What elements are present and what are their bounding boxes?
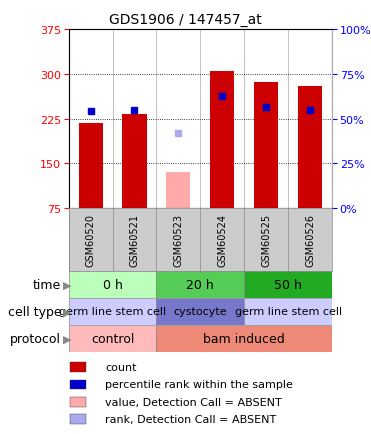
Bar — [69, 298, 157, 325]
Bar — [70, 397, 86, 407]
Bar — [210, 72, 234, 208]
Text: 0 h: 0 h — [103, 278, 122, 291]
Text: ▶: ▶ — [63, 334, 71, 343]
Bar — [69, 271, 157, 298]
Text: cystocyte: cystocyte — [174, 307, 227, 316]
Text: rank, Detection Call = ABSENT: rank, Detection Call = ABSENT — [105, 414, 276, 424]
Bar — [79, 124, 103, 208]
Bar — [69, 325, 157, 352]
Text: GSM60524: GSM60524 — [217, 214, 227, 266]
Text: GSM60521: GSM60521 — [129, 214, 139, 266]
Text: count: count — [105, 362, 137, 372]
Text: control: control — [91, 332, 134, 345]
Text: 50 h: 50 h — [274, 278, 302, 291]
Bar — [122, 115, 147, 208]
Text: bam induced: bam induced — [203, 332, 285, 345]
Text: GSM60520: GSM60520 — [86, 214, 96, 266]
Bar — [70, 362, 86, 372]
Text: GSM60523: GSM60523 — [173, 214, 183, 266]
Bar — [157, 298, 244, 325]
Text: percentile rank within the sample: percentile rank within the sample — [105, 380, 293, 389]
Bar — [244, 271, 332, 298]
Bar — [298, 87, 322, 208]
Bar — [244, 298, 332, 325]
Text: ▶: ▶ — [63, 307, 71, 316]
Text: time: time — [33, 278, 61, 291]
Text: GSM60526: GSM60526 — [305, 214, 315, 266]
Text: value, Detection Call = ABSENT: value, Detection Call = ABSENT — [105, 397, 282, 407]
Bar — [157, 271, 244, 298]
Text: germ line stem cell: germ line stem cell — [59, 307, 166, 316]
Bar — [157, 325, 332, 352]
Bar — [166, 173, 190, 208]
Text: 20 h: 20 h — [187, 278, 214, 291]
Bar — [70, 414, 86, 424]
Bar — [70, 380, 86, 389]
Bar — [254, 82, 278, 208]
Text: GSM60525: GSM60525 — [261, 213, 271, 266]
Text: GDS1906 / 147457_at: GDS1906 / 147457_at — [109, 13, 262, 27]
Text: germ line stem cell: germ line stem cell — [234, 307, 342, 316]
Text: cell type: cell type — [7, 305, 61, 318]
Text: ▶: ▶ — [63, 280, 71, 289]
Text: protocol: protocol — [10, 332, 61, 345]
